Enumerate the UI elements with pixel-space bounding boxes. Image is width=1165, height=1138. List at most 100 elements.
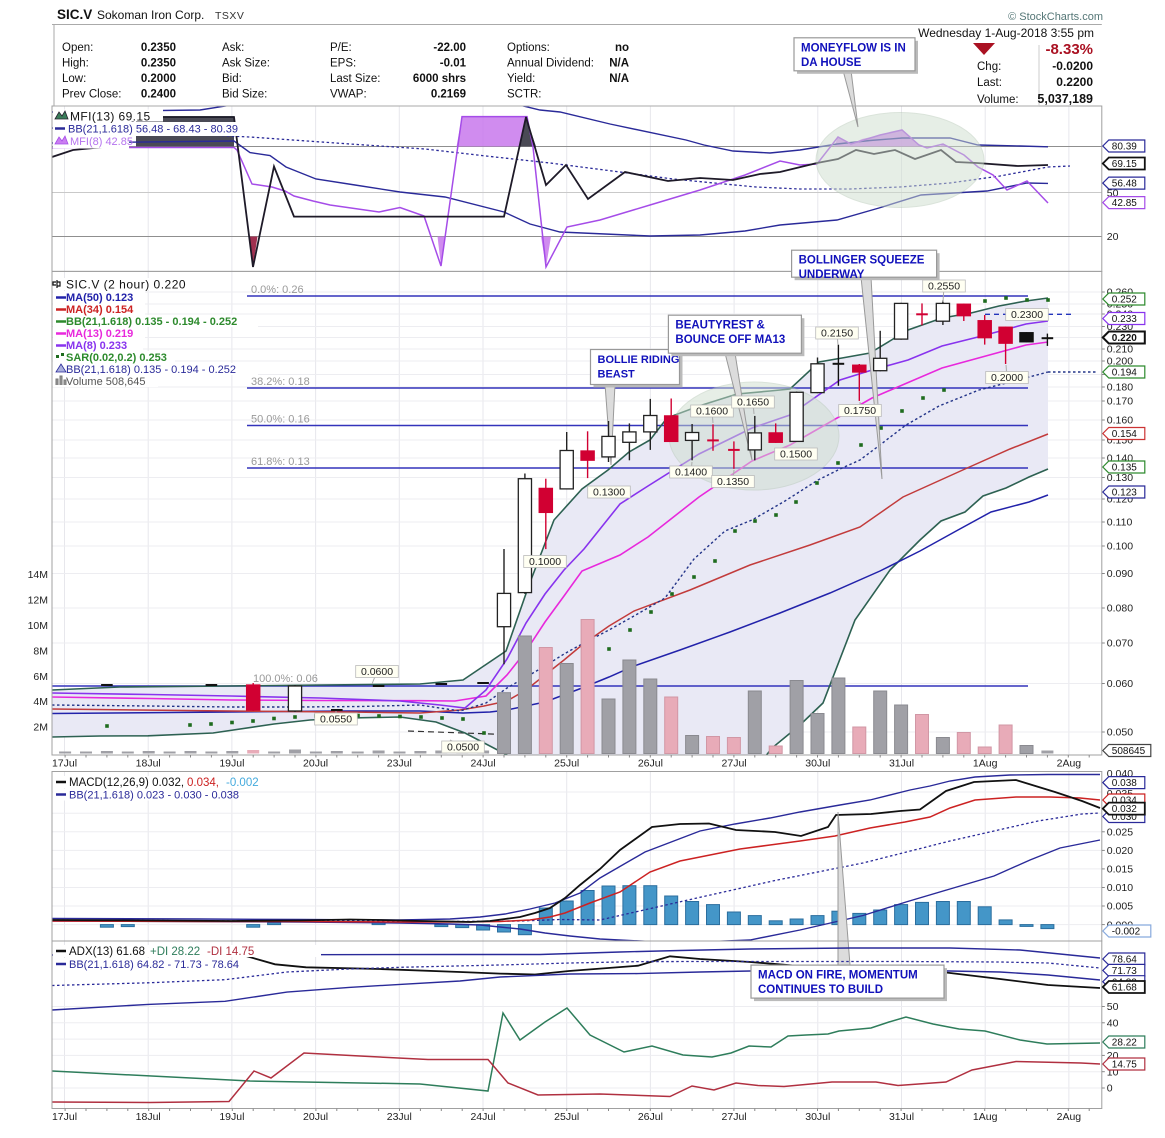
- svg-text:SIC.V (2 hour) 0.220: SIC.V (2 hour) 0.220: [66, 278, 186, 292]
- svg-text:0.233: 0.233: [1112, 314, 1137, 325]
- svg-text:Low:: Low:: [62, 73, 86, 85]
- svg-text:50: 50: [1107, 1001, 1119, 1013]
- svg-text:0.2350: 0.2350: [141, 58, 176, 70]
- svg-text:0.0%: 0.26: 0.0%: 0.26: [251, 284, 304, 296]
- svg-text:1Aug: 1Aug: [973, 1111, 998, 1123]
- svg-text:0.1750: 0.1750: [844, 405, 876, 417]
- svg-text:MFI(8) 42.85: MFI(8) 42.85: [70, 136, 133, 148]
- svg-text:0.2169: 0.2169: [431, 89, 466, 101]
- svg-text:EPS:: EPS:: [330, 58, 356, 70]
- svg-text:0.1400: 0.1400: [675, 467, 707, 479]
- svg-text:0.020: 0.020: [1107, 845, 1133, 857]
- svg-text:56.48: 56.48: [1112, 179, 1137, 190]
- svg-text:0.2150: 0.2150: [821, 328, 853, 340]
- svg-text:10M: 10M: [28, 620, 48, 632]
- svg-text:BEAUTYREST &: BEAUTYREST &: [675, 320, 764, 332]
- svg-text:2M: 2M: [33, 722, 48, 734]
- svg-text:Last Size:: Last Size:: [330, 73, 381, 85]
- svg-text:0.130: 0.130: [1107, 472, 1133, 484]
- svg-text:BB(21,1.618) 56.48 - 68.43 - 8: BB(21,1.618) 56.48 - 68.43 - 80.39: [68, 124, 238, 136]
- svg-text:61.68: 61.68: [1112, 983, 1137, 994]
- svg-text:0.194: 0.194: [1112, 368, 1137, 379]
- svg-text:Ask:: Ask:: [222, 42, 244, 54]
- svg-text:8M: 8M: [33, 645, 48, 657]
- svg-text:20: 20: [1107, 1050, 1119, 1062]
- svg-text:27Jul: 27Jul: [722, 758, 747, 770]
- svg-text:12M: 12M: [28, 595, 48, 607]
- svg-text:23Jul: 23Jul: [387, 758, 412, 770]
- svg-text:Ask Size:: Ask Size:: [222, 58, 270, 70]
- svg-text:6000 shrs: 6000 shrs: [413, 73, 466, 85]
- svg-text:0.2200: 0.2200: [1056, 75, 1093, 89]
- svg-text:0.0500: 0.0500: [447, 742, 479, 754]
- svg-text:42.85: 42.85: [1112, 198, 1137, 209]
- svg-text:0.220: 0.220: [1112, 333, 1137, 344]
- svg-text:0.1500: 0.1500: [780, 449, 812, 461]
- svg-text:0.050: 0.050: [1107, 727, 1133, 739]
- svg-text:2Aug: 2Aug: [1057, 1111, 1082, 1123]
- svg-text:no: no: [615, 42, 629, 54]
- svg-text:-0.002: -0.002: [1112, 927, 1141, 938]
- svg-text:26Jul: 26Jul: [638, 1111, 663, 1123]
- svg-text:28.22: 28.22: [1112, 1038, 1137, 1049]
- svg-text:14.75: 14.75: [1112, 1060, 1137, 1071]
- svg-text:SIC.V: SIC.V: [57, 7, 92, 22]
- svg-text:SAR(0.02,0.2) 0.253: SAR(0.02,0.2) 0.253: [66, 352, 167, 364]
- svg-text:10: 10: [1107, 1066, 1119, 1078]
- svg-text:N/A: N/A: [609, 58, 629, 70]
- svg-text:BOLLINGER SQUEEZE: BOLLINGER SQUEEZE: [799, 255, 925, 267]
- svg-text:-DI 14.75: -DI 14.75: [207, 946, 254, 958]
- svg-text:Yield:: Yield:: [507, 73, 535, 85]
- svg-text:-22.00: -22.00: [433, 42, 466, 54]
- svg-text:2Aug: 2Aug: [1057, 758, 1082, 770]
- svg-text:SCTR:: SCTR:: [507, 89, 542, 101]
- svg-text:69.15: 69.15: [1112, 159, 1137, 170]
- svg-text:0: 0: [1107, 1083, 1113, 1095]
- svg-text:0.070: 0.070: [1107, 638, 1133, 650]
- svg-text:5,037,189: 5,037,189: [1037, 92, 1093, 106]
- svg-text:Prev Close:: Prev Close:: [62, 89, 121, 101]
- svg-text:0.2400: 0.2400: [141, 89, 176, 101]
- svg-text:-8.33%: -8.33%: [1045, 41, 1093, 58]
- svg-text:0.2350: 0.2350: [141, 42, 176, 54]
- svg-text:BEAST: BEAST: [598, 369, 636, 381]
- svg-text:0.154: 0.154: [1112, 429, 1137, 440]
- svg-text:DA HOUSE: DA HOUSE: [801, 57, 862, 69]
- svg-text:18Jul: 18Jul: [136, 1111, 161, 1123]
- svg-text:78.64: 78.64: [1112, 955, 1137, 966]
- svg-text:0.180: 0.180: [1107, 382, 1133, 394]
- svg-text:0.010: 0.010: [1107, 882, 1133, 894]
- svg-text:MACD ON FIRE, MOMENTUM: MACD ON FIRE, MOMENTUM: [758, 970, 918, 982]
- svg-text:© StockCharts.com: © StockCharts.com: [1008, 11, 1103, 23]
- svg-text:0.200: 0.200: [1107, 356, 1133, 368]
- svg-text:0.170: 0.170: [1107, 396, 1133, 408]
- svg-text:30Jul: 30Jul: [805, 758, 830, 770]
- svg-text:24Jul: 24Jul: [470, 1111, 495, 1123]
- svg-text:20: 20: [1107, 231, 1119, 243]
- svg-text:31Jul: 31Jul: [889, 758, 914, 770]
- svg-text:-0.01: -0.01: [440, 58, 467, 70]
- svg-text:25Jul: 25Jul: [554, 1111, 579, 1123]
- svg-text:0.034,: 0.034,: [187, 777, 219, 789]
- svg-text:0.1300: 0.1300: [593, 487, 625, 499]
- svg-text:80.39: 80.39: [1112, 142, 1137, 153]
- svg-text:BOUNCE OFF MA13: BOUNCE OFF MA13: [675, 334, 785, 346]
- svg-text:0.1350: 0.1350: [717, 476, 749, 488]
- svg-text:UNDERWAY: UNDERWAY: [799, 269, 865, 281]
- svg-text:VWAP:: VWAP:: [330, 89, 367, 101]
- svg-text:0.038: 0.038: [1112, 778, 1137, 789]
- svg-text:17Jul: 17Jul: [52, 758, 77, 770]
- svg-text:0.080: 0.080: [1107, 603, 1133, 615]
- svg-text:100.0%: 0.06: 100.0%: 0.06: [253, 673, 318, 685]
- svg-text:-0.0200: -0.0200: [1052, 59, 1093, 73]
- svg-text:40: 40: [1107, 1018, 1119, 1030]
- svg-text:0.160: 0.160: [1107, 415, 1133, 427]
- svg-text:0.0550: 0.0550: [320, 714, 352, 726]
- svg-text:19Jul: 19Jul: [219, 758, 244, 770]
- svg-text:0.110: 0.110: [1107, 517, 1133, 529]
- svg-text:0.1000: 0.1000: [529, 556, 561, 568]
- svg-text:0.030: 0.030: [1112, 812, 1137, 823]
- svg-text:18Jul: 18Jul: [136, 758, 161, 770]
- svg-text:0.100: 0.100: [1107, 541, 1133, 553]
- svg-text:-0.002: -0.002: [226, 777, 259, 789]
